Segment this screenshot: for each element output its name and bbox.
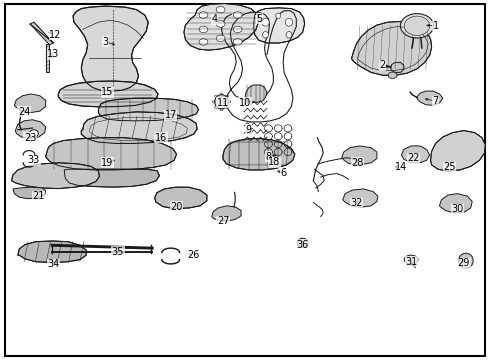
Text: 33: 33	[28, 155, 40, 165]
Text: 34: 34	[48, 259, 60, 269]
Polygon shape	[391, 62, 404, 72]
Text: 4: 4	[212, 14, 218, 24]
Ellipse shape	[216, 35, 225, 41]
Ellipse shape	[286, 32, 292, 38]
Polygon shape	[342, 146, 377, 165]
Polygon shape	[431, 131, 486, 171]
Text: 36: 36	[296, 239, 309, 249]
Ellipse shape	[285, 18, 293, 26]
Text: 22: 22	[407, 153, 420, 163]
Text: 23: 23	[24, 133, 36, 143]
Text: 17: 17	[165, 111, 177, 121]
Text: 6: 6	[280, 168, 286, 178]
Text: 15: 15	[101, 87, 113, 97]
Ellipse shape	[216, 21, 225, 27]
Ellipse shape	[216, 6, 225, 13]
Ellipse shape	[233, 26, 242, 33]
Polygon shape	[58, 81, 158, 107]
Polygon shape	[254, 8, 305, 43]
Text: 10: 10	[239, 98, 251, 108]
Polygon shape	[351, 22, 432, 75]
Polygon shape	[13, 187, 46, 199]
Polygon shape	[81, 112, 197, 143]
Text: 18: 18	[268, 157, 280, 167]
Text: 7: 7	[433, 96, 439, 106]
Ellipse shape	[388, 72, 397, 78]
Ellipse shape	[276, 13, 281, 18]
Polygon shape	[30, 22, 53, 45]
Polygon shape	[98, 98, 198, 121]
Polygon shape	[64, 169, 159, 187]
Text: 12: 12	[49, 30, 62, 40]
Text: 11: 11	[217, 98, 229, 108]
Polygon shape	[184, 4, 259, 50]
Text: 29: 29	[458, 258, 470, 268]
Ellipse shape	[404, 255, 418, 264]
Polygon shape	[46, 138, 176, 170]
Ellipse shape	[297, 238, 308, 247]
Text: 19: 19	[101, 158, 113, 168]
Ellipse shape	[215, 95, 228, 109]
Polygon shape	[73, 6, 148, 91]
Polygon shape	[15, 120, 46, 138]
Polygon shape	[417, 91, 443, 105]
Polygon shape	[212, 206, 241, 221]
Text: 27: 27	[217, 216, 229, 226]
Polygon shape	[18, 241, 86, 262]
Ellipse shape	[199, 39, 208, 45]
Text: 21: 21	[33, 191, 45, 201]
Text: 30: 30	[451, 204, 464, 215]
Text: 35: 35	[112, 247, 124, 257]
Text: 8: 8	[266, 152, 271, 162]
Ellipse shape	[459, 253, 473, 268]
Polygon shape	[11, 163, 99, 189]
Polygon shape	[155, 187, 207, 209]
Ellipse shape	[233, 39, 242, 45]
Ellipse shape	[400, 14, 434, 38]
Polygon shape	[401, 146, 430, 163]
Text: 1: 1	[433, 21, 439, 31]
Text: 20: 20	[171, 202, 183, 212]
Text: 24: 24	[18, 107, 30, 117]
Text: 25: 25	[443, 162, 456, 172]
Polygon shape	[440, 194, 472, 213]
Text: 31: 31	[405, 257, 417, 267]
Polygon shape	[343, 189, 378, 207]
Text: 14: 14	[395, 162, 408, 172]
Text: 9: 9	[246, 125, 252, 135]
Ellipse shape	[233, 12, 242, 18]
Text: 5: 5	[257, 14, 263, 24]
Text: 32: 32	[350, 198, 363, 208]
Text: 26: 26	[188, 249, 200, 260]
Ellipse shape	[29, 130, 38, 137]
Text: 3: 3	[103, 37, 109, 47]
Ellipse shape	[404, 16, 430, 36]
Text: 16: 16	[155, 133, 167, 143]
Ellipse shape	[199, 12, 208, 18]
Ellipse shape	[263, 32, 269, 38]
Polygon shape	[223, 138, 295, 170]
Ellipse shape	[199, 26, 208, 33]
Text: 13: 13	[48, 49, 60, 59]
Text: 28: 28	[351, 158, 364, 168]
Polygon shape	[46, 44, 49, 72]
Text: 2: 2	[380, 60, 386, 70]
Polygon shape	[245, 85, 267, 103]
Ellipse shape	[262, 18, 269, 26]
Polygon shape	[14, 94, 46, 113]
